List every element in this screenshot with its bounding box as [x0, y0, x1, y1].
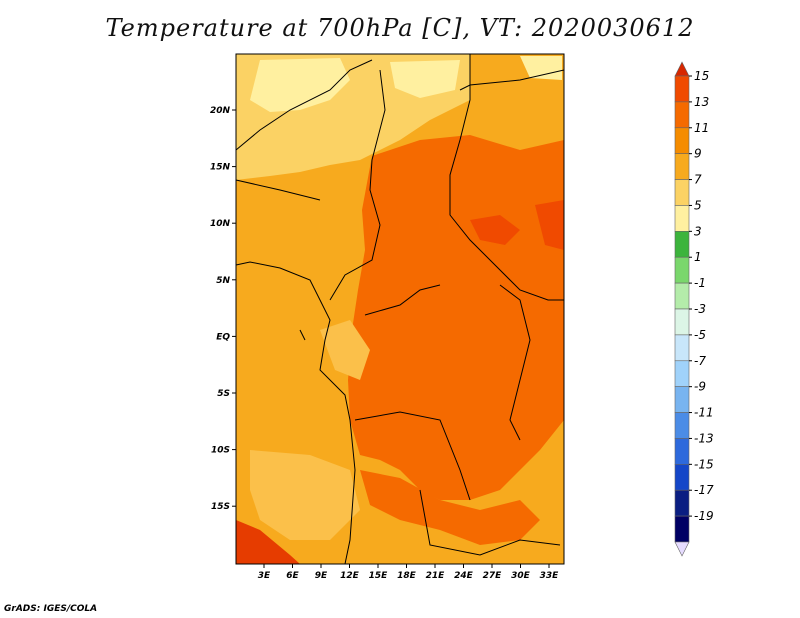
- y-tick-label: EQ: [216, 332, 230, 342]
- colorbar: [674, 61, 690, 557]
- colorbar-box: [674, 386, 690, 413]
- y-axis: 20N 15N 10N 5N EQ 5S 10S 15S: [210, 106, 236, 512]
- colorbar-box: [674, 515, 690, 543]
- y-tick-label: 10S: [211, 446, 230, 456]
- colorbar-label: -5: [694, 328, 706, 342]
- colorbar-label: 11: [694, 121, 709, 135]
- x-tick-label: 21E: [426, 571, 446, 581]
- colorbar-box: [674, 282, 690, 310]
- map-frame: [235, 53, 565, 565]
- colorbar-label: 9: [694, 147, 702, 161]
- colorbar-label: 3: [694, 224, 702, 238]
- border-1: [235, 54, 565, 565]
- colorbar-box: [674, 464, 690, 491]
- colorbar-label: -1: [694, 276, 706, 290]
- colorbar-bottom-cap: [674, 541, 690, 557]
- colorbar-box: [674, 205, 690, 232]
- colorbar-box: [674, 412, 690, 439]
- x-tick-label: 6E: [286, 571, 299, 581]
- field-contour-13-15-sudan: [470, 215, 520, 245]
- colorbar-labels: 15 13 11 9 7 5 3 1 -1 -3 -5 -7 -9 -11 -13 -15 -17 -19: [689, 69, 714, 523]
- field-contour-3-5-north-2: [390, 60, 460, 98]
- x-tick-label: 30E: [511, 571, 531, 581]
- y-tick-label: 5S: [217, 389, 230, 399]
- colorbar-box: [674, 360, 690, 387]
- x-tick-label: 18E: [397, 571, 417, 581]
- colorbar-label: -7: [694, 354, 706, 368]
- colorbar-box: [674, 75, 690, 103]
- y-tick-label: 10N: [210, 219, 231, 229]
- colorbar-label: 15: [694, 69, 709, 83]
- x-tick-label: 33E: [540, 571, 560, 581]
- field-contour-13-15-sw: [236, 520, 300, 564]
- x-tick-label: 3E: [258, 571, 271, 581]
- colorbar-label: -11: [694, 406, 714, 420]
- field-contour-7-9-band: [250, 450, 360, 540]
- x-tick-label: 15E: [369, 571, 389, 581]
- colorbar-label: 7: [694, 173, 702, 187]
- colorbar-box: [674, 334, 690, 362]
- y-tick-label: 20N: [210, 106, 231, 116]
- colorbar-box: [674, 438, 690, 465]
- credit-text: GrADS: IGES/COLA: [4, 604, 98, 614]
- colorbar-top-cap: [674, 61, 690, 77]
- colorbar-box: [674, 101, 690, 129]
- field-contour-7-9-bay: [320, 320, 370, 380]
- x-tick-label: 24E: [454, 571, 474, 581]
- field-contour-3-5-north: [250, 58, 350, 112]
- field-contour-3-5-north-3: [520, 56, 562, 80]
- x-tick-label: 27E: [483, 571, 503, 581]
- colorbar-label: 5: [694, 198, 702, 212]
- colorbar-label: -13: [694, 431, 714, 445]
- field-contour-13-15-east: [535, 200, 564, 250]
- colorbar-label: -15: [694, 457, 714, 471]
- colorbar-box: [674, 179, 690, 206]
- field-contour-11-13-south: [360, 470, 540, 545]
- colorbar-label: -9: [694, 380, 706, 394]
- temperature-field: [236, 54, 564, 564]
- y-tick-label: 15S: [211, 502, 230, 512]
- y-tick-label: 15N: [210, 163, 231, 173]
- colorbar-box: [674, 127, 690, 154]
- x-axis: 3E 6E 9E 12E 15E 18E 21E 24E 27E 30E 33E: [258, 564, 559, 581]
- colorbar-label: 1: [694, 250, 702, 264]
- colorbar-label: -3: [694, 302, 706, 316]
- colorbar-box: [674, 489, 690, 517]
- y-tick-label: 5N: [216, 276, 230, 286]
- x-tick-label: 9E: [315, 571, 328, 581]
- colorbar-box: [674, 308, 690, 336]
- colorbar-label: 13: [694, 95, 709, 109]
- colorbar-box: [674, 231, 690, 258]
- colorbar-box: [674, 153, 690, 180]
- colorbar-label: -17: [694, 483, 714, 497]
- chart-title: Temperature at 700hPa [C], VT: 202003061…: [105, 14, 695, 42]
- colorbar-label: -19: [694, 509, 714, 523]
- field-contour-11-13-core: [348, 135, 564, 500]
- colorbar-box: [674, 256, 690, 284]
- country-borders: [235, 54, 565, 565]
- x-tick-label: 12E: [340, 571, 360, 581]
